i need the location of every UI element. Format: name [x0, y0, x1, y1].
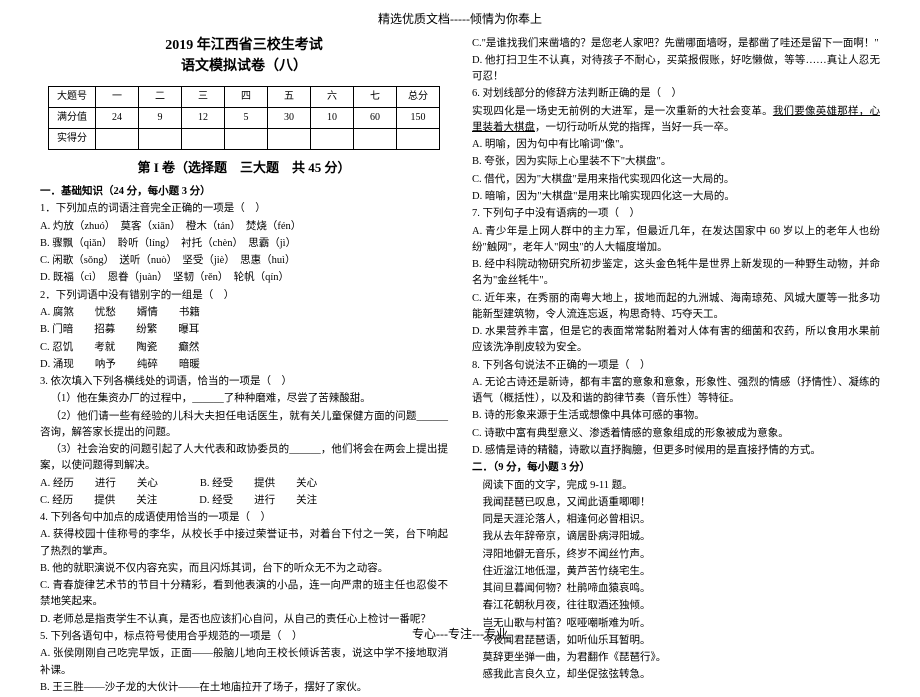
volume-header: 第 I 卷（选择题 三大题 共 45 分）: [40, 158, 448, 178]
q7d: D. 水果营养丰富，但是它的表面常常黏附着对人体有害的细菌和农药，所以食用水果前…: [472, 324, 880, 357]
q7a: A. 青少年是上网人群中的主力军，但最近几年，在发达国家中 60 岁以上的老年人…: [472, 224, 880, 257]
th: 二: [139, 86, 182, 107]
td: [182, 128, 225, 149]
q1a: A. 灼放（zhuó） 莫客（xiān） 橙木（tán） 焚烧（fén）: [40, 219, 448, 235]
q7b: B. 经中科院动物研究所初步鉴定，这头金色牦牛是世界上新发现的一种野生动物，并命…: [472, 257, 880, 290]
th: 七: [354, 86, 397, 107]
q1: 1．下列加点的词语注音完全正确的一项是（ ）: [40, 201, 448, 217]
q8b: B. 诗的形象来源于生活或想像中具体可感的事物。: [472, 408, 880, 424]
q5a: A. 张侯刚刚自己吃完早饭，正面——般脑儿地向王校长倾诉苦衷，说这中学不接地取消…: [40, 646, 448, 679]
q7c: C. 近年来，在秀丽的南粤大地上，拔地而起的九洲城、海南琼苑、风城大厦等一批多功…: [472, 291, 880, 324]
q5d: D. 他打扫卫生不认真，对待孩子不耐心，买菜报假账，好吃懒做，等等……真让人忍无…: [472, 53, 880, 86]
section-1-title: 一．基础知识（24 分，每小题 3 分）: [40, 184, 448, 200]
poem-line: 感我此言良久立，却坐促弦弦转急。: [472, 667, 880, 683]
q6stem-a: 实现四化是一场史无前例的大进军，是一次重新的大社会变革。: [472, 106, 773, 117]
th: 一: [96, 86, 139, 107]
q8d: D. 感情是诗的精髓，诗歌以直抒胸臆，但更多时候用的是直接抒情的方式。: [472, 443, 880, 459]
poem-line: 同是天涯沦落人，相逢何必曾相识。: [472, 512, 880, 528]
q3a: A. 经历 进行 关心 B. 经受 提供 关心: [40, 476, 448, 492]
q8c: C. 诗歌中富有典型意义、渗透着情感的意象组成的形象被成为意象。: [472, 426, 880, 442]
td: [225, 128, 268, 149]
th: 五: [268, 86, 311, 107]
q3-2: （2）他们请一些有经验的儿科大夫担任电话医生，就有关儿童保健方面的问题_____…: [40, 409, 448, 442]
sec2-intro: 阅读下面的文字，完成 9-11 题。: [472, 478, 880, 494]
exam-title: 2019 年江西省三校生考试: [40, 35, 448, 57]
table-row: 大题号 一 二 三 四 五 六 七 总分: [49, 86, 440, 107]
q6d: D. 暗喻，因为"大棋盘"是用来比喻实现四化这一大局的。: [472, 189, 880, 205]
q2: 2．下列词语中没有错别字的一组是（ ）: [40, 288, 448, 304]
section-2-title: 二．（9 分，每小题 3 分）: [472, 460, 880, 476]
poem-line: 其间旦暮闻何物？杜鹃啼血猿哀鸣。: [472, 581, 880, 597]
td: [397, 128, 440, 149]
score-table: 大题号 一 二 三 四 五 六 七 总分 满分值 24 9 12 5 30: [48, 86, 440, 150]
q7: 7. 下列句子中没有语病的一项（ ）: [472, 206, 880, 222]
q5b: B. 王三胜——沙子龙的大伙计——在土地庙拉开了场子，摆好了家伙。: [40, 680, 448, 696]
q8: 8. 下列各句说法不正确的一项是（ ）: [472, 358, 880, 374]
q1c: C. 闲歌（sǒng） 送听（nuò） 坚受（jiè） 思惠（huì）: [40, 253, 448, 269]
q3-1: （1）他在集资办厂的过程中，______了种种磨难，尽尝了苦辣酸甜。: [40, 391, 448, 407]
q3c: C. 经历 提供 关注 D. 经受 进行 关注: [40, 493, 448, 509]
td: 12: [182, 107, 225, 128]
q6stem-c: ，一切行动听从党的指挥，当好一兵一卒。: [535, 122, 735, 133]
td: 24: [96, 107, 139, 128]
q6: 6. 对划线部分的修辞方法判断正确的是（ ）: [472, 86, 880, 102]
td: [311, 128, 354, 149]
q4a: A. 获得校园十佳称号的李华，从校长手中接过荣誉证书，对着台下付之一笑，台下响起…: [40, 527, 448, 560]
q1d: D. 既福（cì） 恩眷（juàn） 坚韧（rěn） 轮帆（qín）: [40, 270, 448, 286]
th: 大题号: [49, 86, 96, 107]
td: 满分值: [49, 107, 96, 128]
exam-subtitle: 语文模拟试卷（八）: [40, 56, 448, 78]
q2a: A. 腐煞 忧愁 婿情 书籍: [40, 305, 448, 321]
poem-line: 住近湓江地低湿，黄芦苦竹绕宅生。: [472, 564, 880, 580]
poem-line: 浔阳地僻无音乐，终岁不闻丝竹声。: [472, 547, 880, 563]
right-column: C."是谁找我们来凿墙的？是您老人家吧？先凿哪面墙呀，是都凿了哇还是留下一面啊！…: [472, 35, 880, 697]
td: [268, 128, 311, 149]
q8a: A. 无论古诗还是新诗，都有丰富的意象和意象，形象性、强烈的情感（抒情性）、凝练…: [472, 375, 880, 408]
q6a: A. 明喻，因为句中有比喻词"像"。: [472, 137, 880, 153]
q2c: C. 忍饥 考就 陶瓷 癫然: [40, 340, 448, 356]
poem-line: 我从去年辞帝京，谪居卧病浔阳城。: [472, 529, 880, 545]
q2b: B. 门暗 招募 纷繁 曝耳: [40, 322, 448, 338]
td: [354, 128, 397, 149]
q3-3: （3）社会治安的问题引起了人大代表和政协委员的______，他们将会在两会上提出…: [40, 442, 448, 475]
td: 实得分: [49, 128, 96, 149]
td: 5: [225, 107, 268, 128]
q6c: C. 借代，因为"大棋盘"是用来指代实现四化这一大局的。: [472, 172, 880, 188]
poem-line: 我闻琵琶已叹息，又闻此语重唧唧！: [472, 495, 880, 511]
q4b: B. 他的就职演说不仅内容充实，而且闪烁其词，台下的听众无不为之动容。: [40, 561, 448, 577]
page-footer: 专心---专注---专业: [0, 625, 920, 644]
th: 总分: [397, 86, 440, 107]
th: 六: [311, 86, 354, 107]
poem-line: 莫辞更坐弹一曲，为君翻作《琵琶行》。: [472, 650, 880, 666]
q4c: C. 青春旋律艺术节的节目十分精彩，看到他表演的小品，连一向严肃的班主任也忍俊不…: [40, 578, 448, 611]
td: [96, 128, 139, 149]
td: 60: [354, 107, 397, 128]
td: 30: [268, 107, 311, 128]
td: [139, 128, 182, 149]
q4: 4. 下列各句中加点的成语使用恰当的一项是（ ）: [40, 510, 448, 526]
td: 10: [311, 107, 354, 128]
q6stem: 实现四化是一场史无前例的大进军，是一次重新的大社会变革。我们要像英雄那样，心里装…: [472, 104, 880, 137]
table-row: 满分值 24 9 12 5 30 10 60 150: [49, 107, 440, 128]
q6b: B. 夸张，因为实际上心里装不下"大棋盘"。: [472, 154, 880, 170]
table-row: 实得分: [49, 128, 440, 149]
th: 三: [182, 86, 225, 107]
td: 9: [139, 107, 182, 128]
left-column: 2019 年江西省三校生考试 语文模拟试卷（八） 大题号 一 二 三 四 五 六…: [40, 35, 448, 697]
q1b: B. 骤飘（qiǎn） 聆听（líng） 衬托（chèn） 思霸（jì）: [40, 236, 448, 252]
q5c: C."是谁找我们来凿墙的？是您老人家吧？先凿哪面墙呀，是都凿了哇还是留下一面啊！…: [472, 36, 880, 52]
q2d: D. 涌现 呐予 纯碎 暗暖: [40, 357, 448, 373]
th: 四: [225, 86, 268, 107]
top-header: 精选优质文档-----倾情为你奉上: [40, 10, 880, 29]
q3: 3. 依次填入下列各横线处的词语，恰当的一项是（ ）: [40, 374, 448, 390]
td: 150: [397, 107, 440, 128]
poem-line: 春江花朝秋月夜，往往取酒还独倾。: [472, 598, 880, 614]
